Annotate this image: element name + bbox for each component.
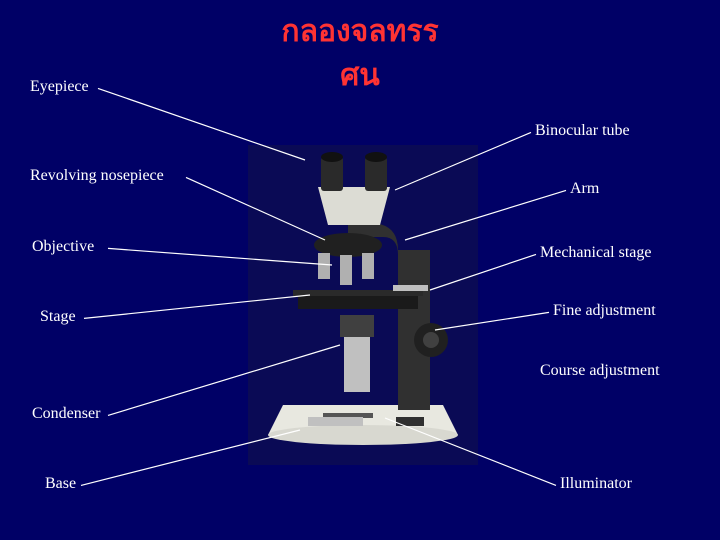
microscope-image [248, 145, 478, 465]
label-base: Base [45, 475, 76, 493]
slide-root: กลองจลทรร ศน [0, 0, 720, 540]
label-arm: Arm [570, 180, 599, 198]
label-fine: Fine adjustment [553, 302, 656, 320]
label-mechstage: Mechanical stage [540, 244, 652, 262]
label-condenser: Condenser [32, 405, 100, 423]
label-objective: Objective [32, 238, 94, 256]
label-binoc: Binocular tube [535, 122, 630, 140]
slide-title-line2: ศน [0, 52, 720, 99]
label-eyepiece: Eyepiece [30, 78, 89, 96]
slide-title-line1: กลองจลทรร [0, 8, 720, 55]
label-stage: Stage [40, 308, 76, 326]
label-illum: Illuminator [560, 475, 632, 493]
label-revnose: Revolving nosepiece [30, 167, 164, 185]
label-coarse: Course adjustment [540, 362, 660, 380]
